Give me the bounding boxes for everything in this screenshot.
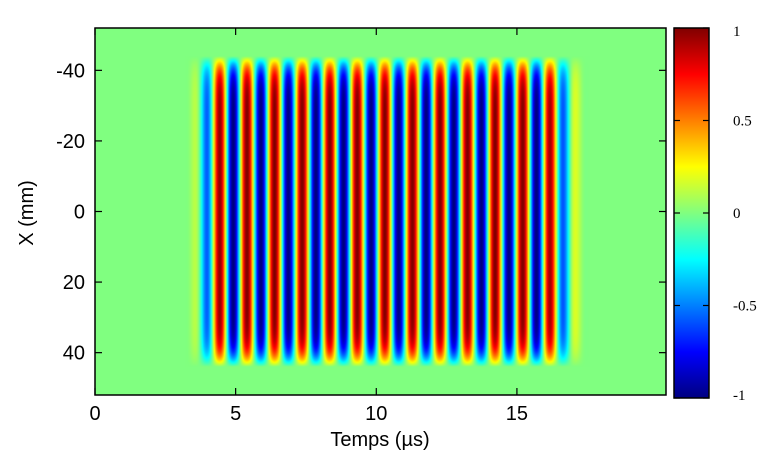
- x-tick-label: 15: [506, 403, 528, 425]
- colorbar-tick-label: 0.5: [733, 114, 752, 130]
- y-tick-label: 20: [63, 272, 85, 294]
- x-tick-label: 5: [230, 403, 241, 425]
- colorbar-tick-label: -0.5: [733, 299, 757, 315]
- x-tick-label: 0: [89, 403, 100, 425]
- colorbar-tick-label: 0: [733, 206, 741, 222]
- colorbar-tick-label: -1: [733, 388, 746, 404]
- heatmap-plot: 0 5 10 15 -40 -20 0 20 40 Temps (µs) X (mm): [16, 27, 667, 451]
- heatmap-image-container: [95, 28, 666, 395]
- colorbar-ticks: 1 0.5 0 -0.5 -1: [674, 24, 757, 404]
- y-axis-title: X (mm): [16, 180, 38, 246]
- y-tick-label: -40: [56, 60, 85, 82]
- colorbar: 1 0.5 0 -0.5 -1: [673, 24, 757, 404]
- colorbar-tick-label: 1: [733, 24, 741, 40]
- y-axis: -40 -20 0 20 40: [56, 60, 666, 365]
- y-tick-label: 0: [74, 202, 85, 224]
- y-tick-label: 40: [63, 343, 85, 365]
- x-axis: 0 5 10 15: [89, 28, 528, 425]
- x-axis-title: Temps (µs): [330, 429, 429, 451]
- y-tick-label: -20: [56, 131, 85, 153]
- x-tick-label: 10: [365, 403, 387, 425]
- heatmap-canvas: [95, 28, 666, 395]
